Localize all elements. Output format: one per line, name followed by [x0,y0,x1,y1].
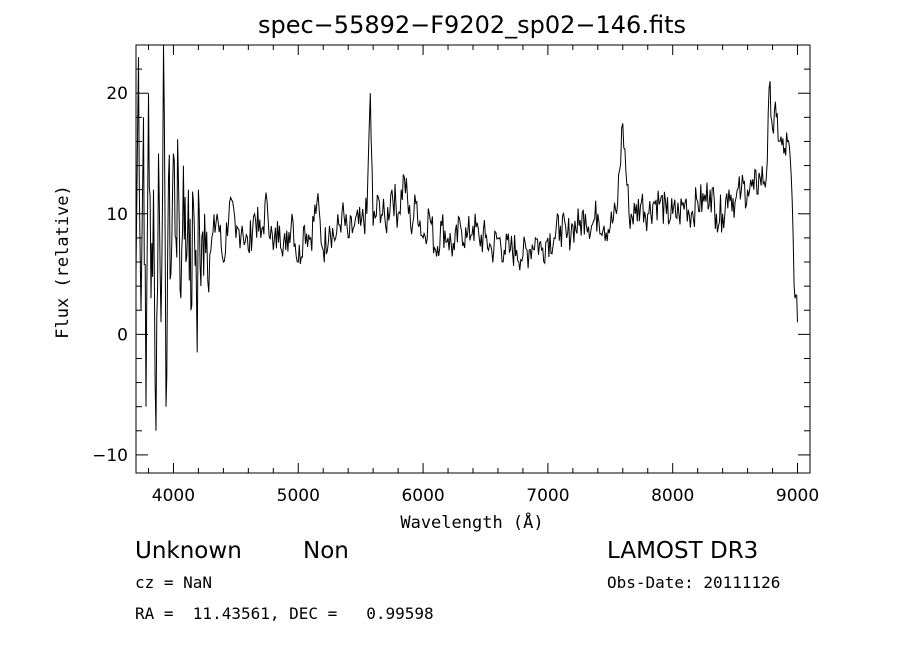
x-tick-label: 9000 [776,486,819,506]
y-axis-label: Flux (relative) [53,185,73,339]
survey-label: LAMOST DR3 [607,538,759,564]
x-tick-label: 6000 [401,486,444,506]
x-tick-label: 8000 [651,486,694,506]
y-axis [136,44,810,456]
y-tick-label: 10 [106,205,128,225]
x-tick-label: 4000 [152,486,195,506]
y-tick-label: 0 [117,325,128,345]
y-tick-label: 20 [106,84,128,104]
ra-dec-coordinates: RA = 11.43561, DEC = 0.99598 [135,604,434,623]
redshift-cz: cz = NaN [135,573,213,592]
x-axis [147,45,799,473]
x-tick-label: 5000 [277,486,320,506]
chart-title: spec−55892−F9202_sp02−146.fits [258,11,686,39]
x-tick-labels: 4000 5000 6000 7000 8000 9000 [152,486,819,506]
object-name: Unknown [135,538,242,564]
x-axis-label: Wavelength (Å) [400,511,543,533]
object-class: Non [303,538,349,564]
obs-date: Obs-Date: 20111126 [607,573,781,592]
y-tick-label: −10 [92,446,128,466]
plot-frame [135,44,811,474]
spectrum-line [135,44,798,431]
y-tick-labels: −10 0 10 20 [92,84,128,466]
x-tick-label: 7000 [526,486,569,506]
